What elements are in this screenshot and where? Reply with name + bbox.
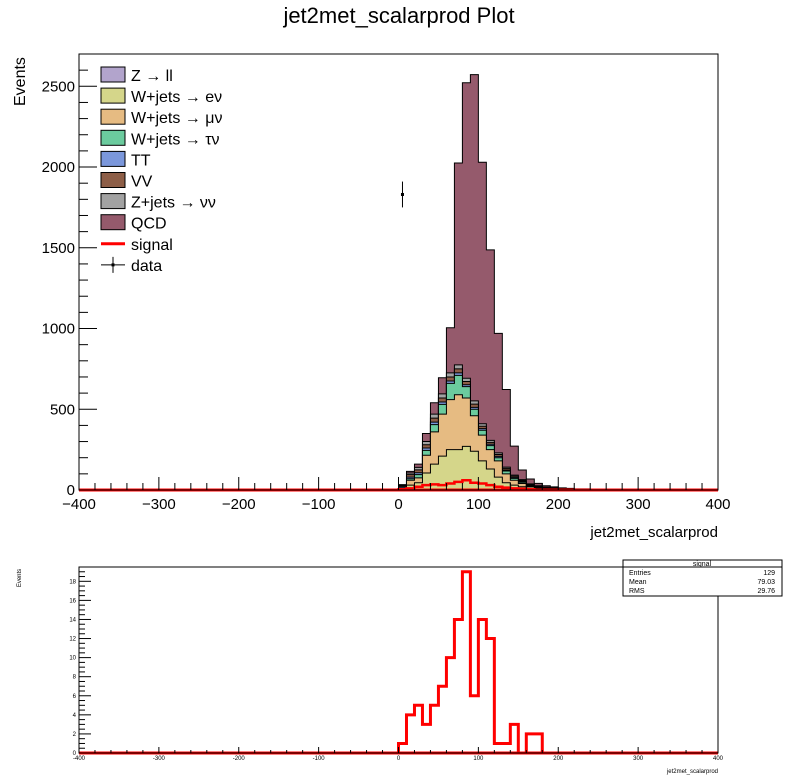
x-tick-label: 300 xyxy=(633,756,644,762)
signal-histogram-panel: -400 -300 -200 -100 0 100 200 300 400 0 2 4 6 8 10 12 1… xyxy=(17,559,783,775)
y-tick-label: 10 xyxy=(69,656,76,662)
x-axis-ticks-bottom: -400 -300 -200 -100 0 100 200 300 400 xyxy=(73,747,724,762)
stats-mean-value: 79.03 xyxy=(757,579,775,586)
x-tick-label: 200 xyxy=(553,756,564,762)
legend-label: W+jets → eν xyxy=(131,89,222,106)
legend-swatch xyxy=(100,214,126,231)
plot-frame-bottom xyxy=(78,566,719,754)
legend-entry: QCD xyxy=(100,214,167,233)
legend-entry: VV xyxy=(100,172,153,191)
stats-box: signal Entries 129 Mean 79.03 RMS 29.76 xyxy=(622,559,783,597)
legend-entry: Z+jets → νν xyxy=(100,193,216,212)
signal-line xyxy=(397,479,536,491)
legend-entry: data xyxy=(101,256,162,275)
x-tick-label: −400 xyxy=(62,496,96,513)
x-axis-label-bottom: jet2met_scalarprod xyxy=(666,769,718,775)
legend-label: data xyxy=(131,258,162,275)
y-tick-label: 500 xyxy=(50,401,75,418)
stats-entries-label: Entries xyxy=(629,570,651,577)
y-axis-ticks: 0 500 1000 1500 2000 2500 xyxy=(42,53,97,499)
y-tick-label: 6 xyxy=(73,694,77,700)
legend-entry: signal xyxy=(101,237,173,254)
legend-label: VV xyxy=(131,174,153,191)
x-tick-label: 0 xyxy=(394,496,402,513)
x-tick-label: 100 xyxy=(466,496,491,513)
chart-title: jet2met_scalarprod Plot xyxy=(282,3,514,28)
y-tick-label: 0 xyxy=(67,482,75,499)
y-tick-label: 18 xyxy=(69,579,76,585)
stats-rms-value: 29.76 xyxy=(757,588,775,595)
main-histogram-panel: −400 −300 −200 −100 0 100 200 300 400 0 500 1000 15… xyxy=(12,53,731,541)
legend-label: Z+jets → νν xyxy=(131,195,216,212)
x-tick-label: -400 xyxy=(73,756,86,762)
y-tick-label: 1500 xyxy=(42,240,75,257)
stats-entries-value: 129 xyxy=(763,570,775,577)
stacked-histogram xyxy=(398,74,623,491)
stats-mean-label: Mean xyxy=(629,579,647,586)
legend-entry: TT xyxy=(100,150,151,169)
y-tick-label: 2000 xyxy=(42,159,75,176)
legend-label: Z → ll xyxy=(131,68,173,85)
legend-swatch xyxy=(100,172,126,188)
x-tick-label: 0 xyxy=(397,756,401,762)
stats-box-title: signal xyxy=(693,561,712,568)
data-point xyxy=(400,181,404,208)
signal-hist-line xyxy=(397,570,544,755)
y-tick-label: 1000 xyxy=(42,321,75,338)
legend-label: TT xyxy=(131,152,151,169)
legend-entry: Z → ll xyxy=(100,66,173,85)
x-axis-label: jet2met_scalarprod xyxy=(589,524,718,541)
x-tick-label: −100 xyxy=(302,496,336,513)
y-tick-label: 2 xyxy=(73,732,77,738)
x-axis-ticks: −400 −300 −200 −100 0 100 200 300 400 xyxy=(62,477,731,513)
x-tick-label: 200 xyxy=(546,496,571,513)
legend-label: QCD xyxy=(131,216,167,233)
data-points xyxy=(400,181,404,208)
legend-swatch xyxy=(100,66,126,83)
y-axis-label-bottom: Events xyxy=(17,569,23,587)
y-tick-label: 0 xyxy=(73,751,77,757)
legend-swatch xyxy=(100,129,126,146)
legend-label: W+jets → μν xyxy=(131,110,222,127)
x-tick-label: -100 xyxy=(313,756,326,762)
y-axis-ticks-bottom: 0 2 4 6 8 10 12 14 16 18 xyxy=(69,571,91,757)
legend-entry: W+jets → eν xyxy=(100,87,222,106)
y-tick-label: 16 xyxy=(69,598,76,604)
x-tick-label: 400 xyxy=(713,756,724,762)
x-tick-label: -200 xyxy=(233,756,246,762)
x-tick-label: 400 xyxy=(705,496,730,513)
legend-swatch xyxy=(100,87,126,104)
legend-swatch xyxy=(100,193,126,210)
y-tick-label: 4 xyxy=(73,713,77,719)
stats-box-frame xyxy=(622,559,783,597)
legend-label: W+jets → τν xyxy=(131,131,220,148)
stats-rms-label: RMS xyxy=(629,588,645,595)
y-tick-label: 2500 xyxy=(42,78,75,95)
legend-entry: W+jets → τν xyxy=(100,129,220,148)
x-tick-label: 100 xyxy=(473,756,484,762)
y-axis-label: Events xyxy=(12,57,29,106)
y-tick-label: 8 xyxy=(73,675,77,681)
x-tick-label: −300 xyxy=(142,496,176,513)
y-tick-label: 12 xyxy=(69,637,76,643)
y-tick-label: 14 xyxy=(69,617,76,623)
legend-swatch xyxy=(111,263,115,267)
legend-swatch xyxy=(100,150,126,167)
x-tick-label: -300 xyxy=(153,756,166,762)
legend-label: signal xyxy=(131,237,173,254)
x-tick-label: −200 xyxy=(222,496,256,513)
legend: Z → ll W+jets → eν W+jets → μν W+jets → τν T… xyxy=(100,66,222,275)
legend-entry: W+jets → μν xyxy=(100,108,222,127)
legend-swatch xyxy=(100,108,126,125)
x-tick-label: 300 xyxy=(626,496,651,513)
signal-only-histogram xyxy=(79,570,718,755)
